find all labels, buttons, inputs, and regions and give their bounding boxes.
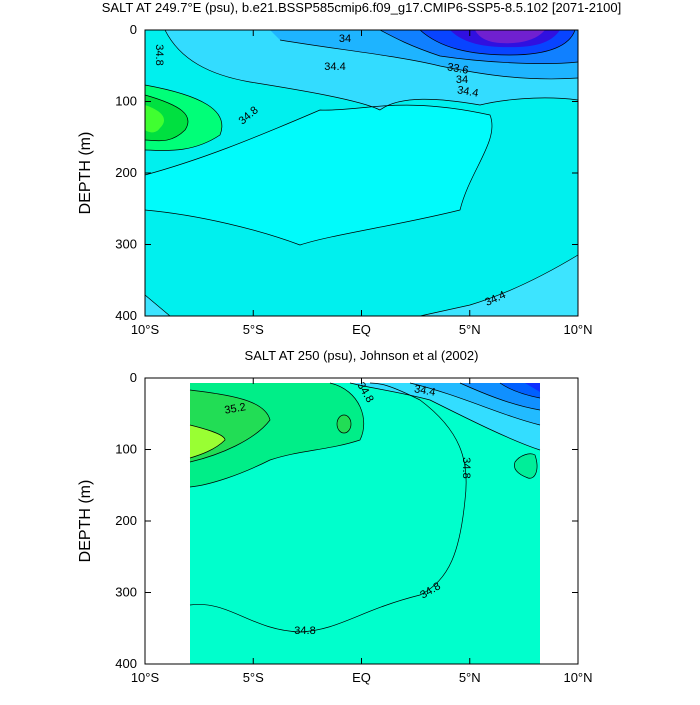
contour-fill bbox=[525, 383, 540, 392]
contour-label: 34.4 bbox=[456, 84, 479, 100]
contour-line bbox=[349, 382, 541, 451]
contour-label: 34.8 bbox=[460, 457, 472, 478]
panel-title: SALT AT 250 (psu), Johnson et al (2002) bbox=[245, 348, 479, 363]
y-tick-label: 0 bbox=[130, 370, 137, 385]
x-tick-label: EQ bbox=[352, 670, 371, 685]
contour-label: 34 bbox=[339, 33, 351, 45]
contour-line bbox=[419, 29, 576, 56]
y-tick-label: 400 bbox=[115, 656, 137, 671]
contour-line bbox=[144, 84, 223, 151]
x-tick-label: 5°N bbox=[459, 322, 481, 337]
y-tick-label: 400 bbox=[115, 308, 137, 323]
x-tick-label: 5°N bbox=[459, 670, 481, 685]
contour-line bbox=[144, 254, 579, 317]
contour-line bbox=[164, 29, 579, 111]
x-tick-label: 5°S bbox=[243, 322, 264, 337]
y-tick-label: 200 bbox=[115, 513, 137, 528]
contour-fill bbox=[500, 383, 540, 398]
contour-line bbox=[144, 104, 493, 246]
x-tick-label: 5°S bbox=[243, 670, 264, 685]
y-tick-label: 300 bbox=[115, 585, 137, 600]
contour-fill bbox=[145, 105, 493, 245]
contour-label: 35.2 bbox=[224, 401, 247, 417]
y-axis-label: DEPTH (m) bbox=[77, 480, 94, 563]
x-tick-label: EQ bbox=[352, 322, 371, 337]
contour-fill bbox=[336, 414, 352, 434]
contour-fill bbox=[514, 453, 538, 479]
panel-1-fill bbox=[144, 29, 579, 317]
contour-label: 34.8 bbox=[153, 44, 165, 65]
contour-line bbox=[189, 382, 467, 633]
contour-label: 33.6 bbox=[446, 61, 469, 77]
x-tick-label: 10°N bbox=[563, 322, 592, 337]
contour-line bbox=[189, 382, 364, 488]
y-tick-label: 100 bbox=[115, 94, 137, 109]
contour-label: 34.4 bbox=[324, 61, 345, 73]
contour-label: 34.8 bbox=[294, 625, 315, 637]
panel-2-fill bbox=[189, 382, 541, 664]
contour-label: 34.4 bbox=[413, 383, 436, 399]
x-tick-label: 10°N bbox=[563, 670, 592, 685]
y-tick-label: 300 bbox=[115, 237, 137, 252]
y-tick-label: 0 bbox=[130, 22, 137, 37]
contour-line bbox=[279, 39, 579, 80]
panel-title: SALT AT 249.7°E (psu), b.e21.BSSP585cmip… bbox=[102, 0, 622, 15]
y-tick-label: 200 bbox=[115, 165, 137, 180]
contour-line bbox=[379, 29, 579, 64]
contour-fill bbox=[145, 105, 165, 133]
y-tick-label: 100 bbox=[115, 442, 137, 457]
contour-label: 34 bbox=[456, 74, 468, 86]
contour-fill bbox=[475, 30, 545, 44]
contour-fill bbox=[145, 255, 578, 316]
x-tick-label: 10°S bbox=[131, 670, 160, 685]
x-tick-label: 10°S bbox=[131, 322, 160, 337]
y-axis-label: DEPTH (m) bbox=[77, 132, 94, 215]
